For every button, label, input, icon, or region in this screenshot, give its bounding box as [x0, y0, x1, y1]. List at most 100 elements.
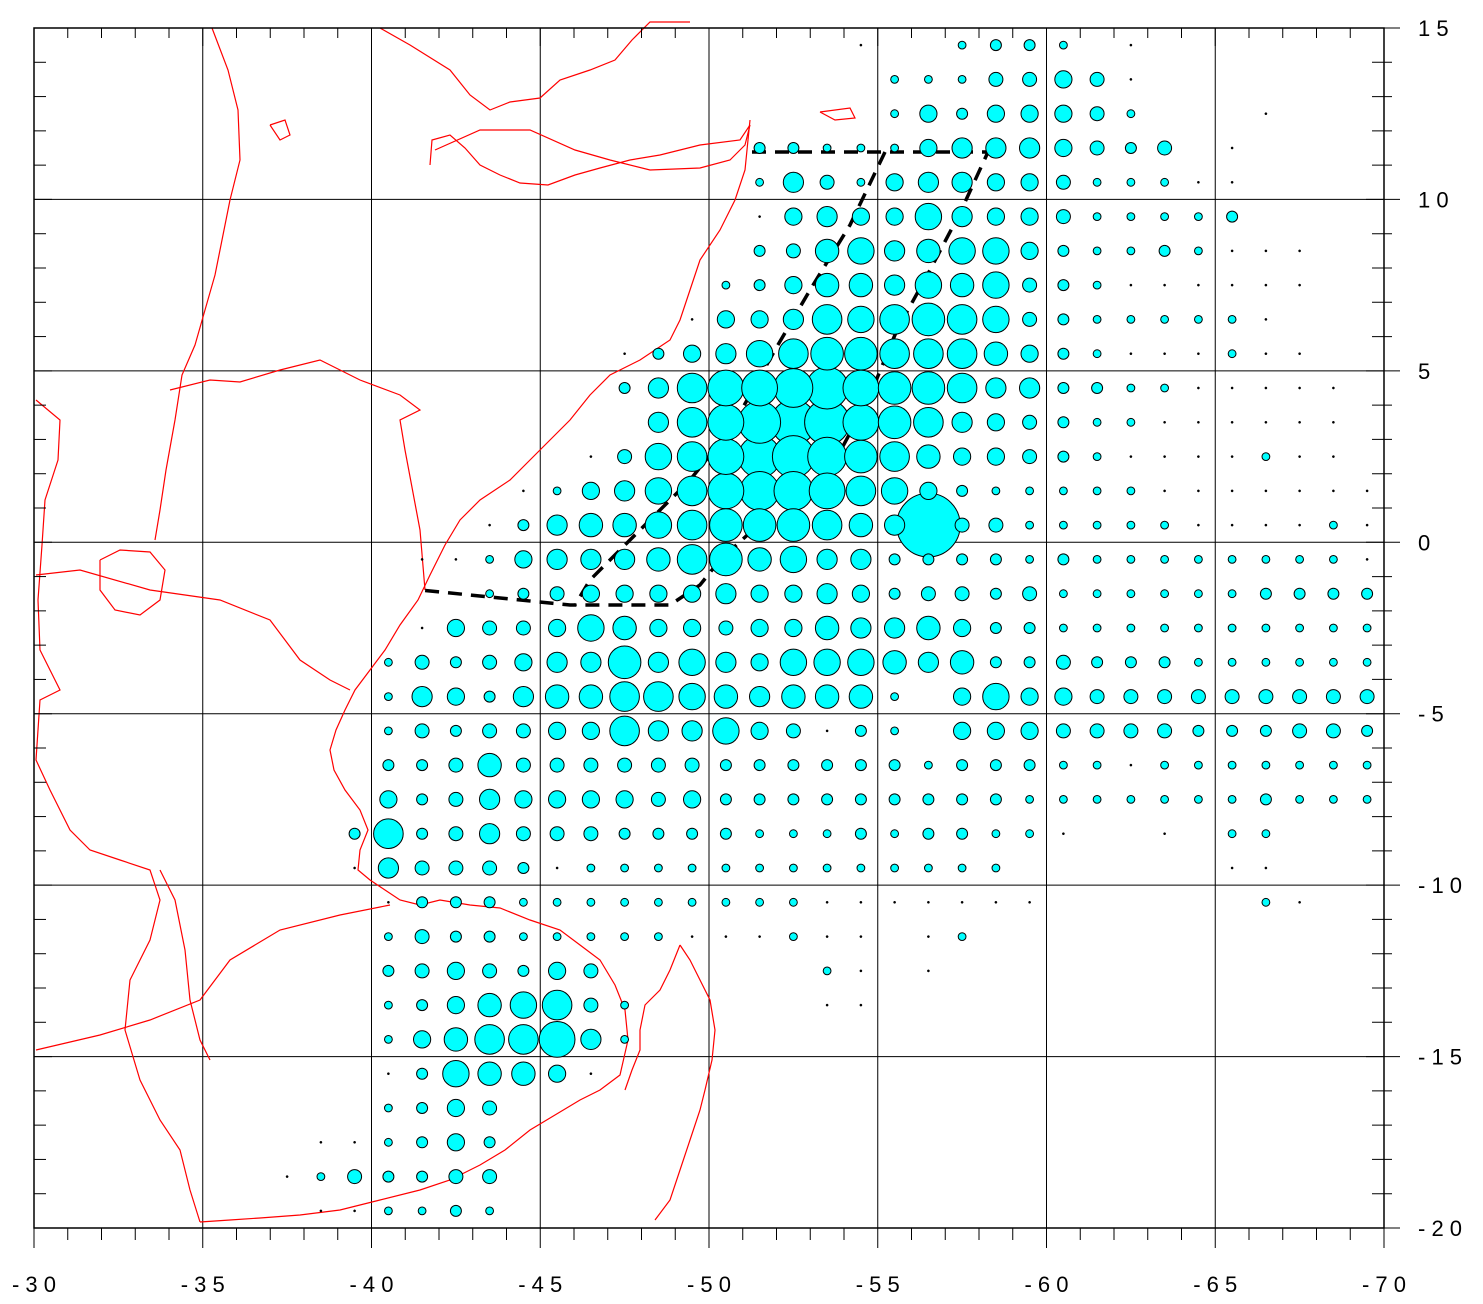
data-bubble [845, 475, 877, 507]
data-bubble [515, 723, 531, 739]
data-bubble [825, 1003, 829, 1007]
data-bubble [1025, 795, 1034, 804]
data-bubble [552, 897, 562, 907]
y-tick-label: - 1 0 [1418, 873, 1462, 898]
data-bubble [546, 514, 568, 536]
data-bubble [477, 752, 502, 778]
data-bubble [890, 75, 899, 84]
data-bubble [609, 681, 640, 712]
data-bubble [687, 897, 697, 907]
data-bubble [927, 900, 930, 904]
data-bubble [986, 173, 1006, 192]
data-bubble [982, 271, 1010, 299]
data-bubble [482, 620, 498, 636]
data-bubble [956, 827, 969, 840]
data-bubble [884, 274, 906, 296]
data-bubble [382, 964, 395, 977]
data-bubble [922, 793, 935, 806]
data-bubble [1261, 829, 1271, 839]
data-bubble [813, 648, 841, 676]
data-bubble [1325, 689, 1341, 705]
data-bubble [814, 272, 840, 298]
data-bubble [884, 617, 906, 639]
data-bubble [776, 508, 811, 542]
data-bubble [417, 1206, 427, 1216]
data-bubble [1332, 386, 1335, 390]
data-bubble [548, 618, 567, 638]
data-bubble [854, 724, 867, 737]
data-bubble [446, 1098, 465, 1118]
data-bubble [1362, 760, 1372, 770]
data-bubble [946, 372, 978, 404]
data-bubble [416, 1102, 429, 1114]
data-bubble [1054, 687, 1073, 706]
data-bubble [485, 589, 495, 599]
data-bubble [690, 935, 694, 938]
data-bubble [1160, 623, 1169, 633]
data-bubble [477, 1061, 502, 1086]
data-bubble [654, 897, 663, 907]
data-bubble [1020, 173, 1039, 192]
data-bubble [1129, 455, 1133, 458]
data-bubble [1362, 795, 1372, 804]
data-bubble [420, 558, 424, 561]
data-bubble [387, 900, 390, 904]
data-bubble [1295, 795, 1304, 804]
data-bubble [1023, 39, 1036, 52]
data-bubble [750, 584, 769, 603]
data-bubble [989, 793, 1002, 806]
data-bubble [1091, 382, 1104, 394]
data-bubble [911, 371, 946, 405]
data-bubble [1332, 489, 1335, 493]
data-bubble [1158, 244, 1171, 257]
data-bubble [749, 686, 771, 708]
data-bubble [1230, 249, 1234, 253]
data-bubble [773, 368, 814, 408]
data-bubble [416, 759, 429, 772]
data-bubble [509, 991, 538, 1019]
data-bubble [477, 992, 502, 1018]
data-bubble [747, 547, 772, 572]
data-bubble [989, 39, 1002, 52]
data-bubble [715, 651, 737, 673]
data-bubble [384, 657, 393, 667]
data-bubble [384, 692, 393, 701]
data-bubble [446, 618, 465, 638]
data-bubble [919, 481, 938, 500]
data-bubble [643, 681, 674, 712]
data-bubble [1091, 656, 1104, 669]
data-bubble [890, 692, 899, 701]
data-bubble [586, 932, 596, 941]
data-bubble [1163, 489, 1166, 493]
data-bubble [384, 1000, 393, 1010]
data-bubble [353, 866, 356, 870]
data-bubble [1160, 520, 1169, 530]
data-bubble [953, 687, 972, 706]
data-bubble [715, 343, 737, 365]
data-bubble [1160, 760, 1169, 770]
data-bubble [644, 477, 673, 505]
data-bubble [1261, 760, 1271, 770]
data-bubble [784, 618, 803, 638]
data-bubble [1259, 793, 1272, 806]
data-bubble [446, 961, 465, 981]
data-bubble [1126, 315, 1136, 324]
data-bubble [449, 724, 462, 737]
data-bubble [884, 240, 906, 262]
data-bubble [779, 545, 808, 574]
data-bubble [956, 107, 969, 120]
data-bubble [683, 344, 702, 363]
data-bubble [1020, 241, 1039, 260]
data-bubble [414, 963, 430, 979]
data-bubble [1332, 455, 1335, 458]
data-bubble [650, 757, 666, 773]
data-bubble [719, 827, 732, 840]
data-bubble [413, 1030, 432, 1049]
data-bubble [991, 863, 1001, 873]
data-bubble [1298, 352, 1301, 356]
data-bubble [989, 587, 1002, 600]
data-bubble [758, 935, 761, 938]
socotra [819, 107, 856, 121]
data-bubble [652, 347, 665, 360]
